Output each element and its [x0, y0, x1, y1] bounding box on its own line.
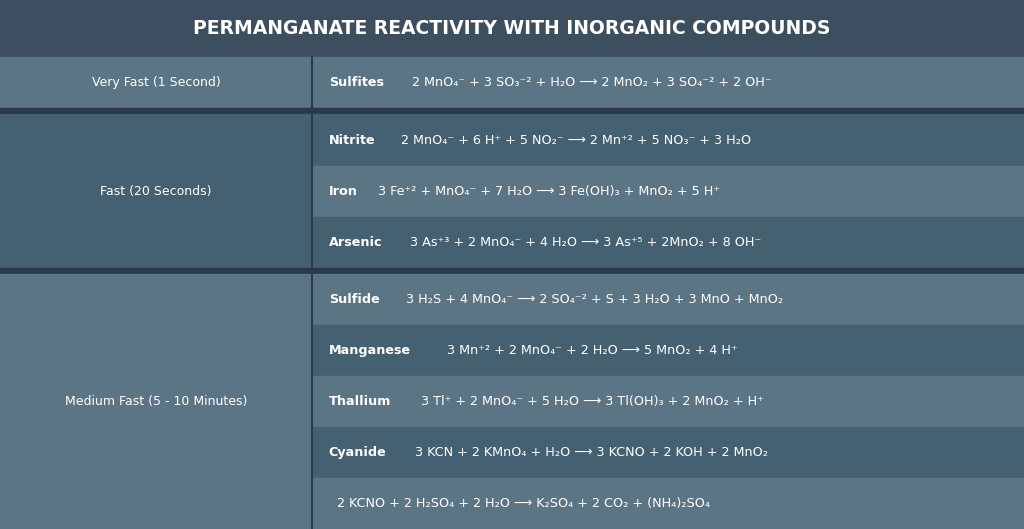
Bar: [312, 216, 1024, 268]
Bar: [0, 114, 312, 268]
Text: 3 Fe⁺² + MnO₄⁻ + 7 H₂O ⟶ 3 Fe(OH)₃ + MnO₂ + 5 H⁺: 3 Fe⁺² + MnO₄⁻ + 7 H₂O ⟶ 3 Fe(OH)₃ + MnO…: [370, 185, 720, 197]
Bar: [312, 114, 1024, 166]
Bar: [312, 478, 1024, 529]
Text: 3 KCN + 2 KMnO₄ + H₂O ⟶ 3 KCNO + 2 KOH + 2 MnO₂: 3 KCN + 2 KMnO₄ + H₂O ⟶ 3 KCNO + 2 KOH +…: [408, 446, 768, 459]
Text: Sulfites: Sulfites: [329, 76, 384, 89]
Bar: [0, 108, 1024, 114]
Bar: [312, 427, 1024, 478]
Text: 3 H₂S + 4 MnO₄⁻ ⟶ 2 SO₄⁻² + S + 3 H₂O + 3 MnO + MnO₂: 3 H₂S + 4 MnO₄⁻ ⟶ 2 SO₄⁻² + S + 3 H₂O + …: [398, 293, 783, 306]
Text: 3 As⁺³ + 2 MnO₄⁻ + 4 H₂O ⟶ 3 As⁺⁵ + 2MnO₂ + 8 OH⁻: 3 As⁺³ + 2 MnO₄⁻ + 4 H₂O ⟶ 3 As⁺⁵ + 2MnO…: [401, 235, 761, 249]
Text: 3 Tl⁺ + 2 MnO₄⁻ + 5 H₂O ⟶ 3 Tl(OH)₃ + 2 MnO₂ + H⁺: 3 Tl⁺ + 2 MnO₄⁻ + 5 H₂O ⟶ 3 Tl(OH)₃ + 2 …: [414, 395, 764, 408]
Text: Arsenic: Arsenic: [329, 235, 382, 249]
Text: Iron: Iron: [329, 185, 357, 197]
Bar: [312, 325, 1024, 376]
Bar: [0, 274, 312, 529]
Text: Nitrite: Nitrite: [329, 133, 376, 147]
Bar: [312, 376, 1024, 427]
Text: Very Fast (1 Second): Very Fast (1 Second): [92, 76, 220, 89]
Bar: [0, 268, 1024, 274]
Bar: [312, 166, 1024, 216]
Text: 2 KCNO + 2 H₂SO₄ + 2 H₂O ⟶ K₂SO₄ + 2 CO₂ + (NH₄)₂SO₄: 2 KCNO + 2 H₂SO₄ + 2 H₂O ⟶ K₂SO₄ + 2 CO₂…: [329, 497, 710, 510]
Text: Manganese: Manganese: [329, 344, 411, 357]
Text: Cyanide: Cyanide: [329, 446, 386, 459]
Bar: [0, 0, 1024, 57]
Text: Sulfide: Sulfide: [329, 293, 380, 306]
Text: Medium Fast (5 - 10 Minutes): Medium Fast (5 - 10 Minutes): [65, 395, 248, 408]
Bar: [312, 274, 1024, 325]
Text: 3 Mn⁺² + 2 MnO₄⁻ + 2 H₂O ⟶ 5 MnO₂ + 4 H⁺: 3 Mn⁺² + 2 MnO₄⁻ + 2 H₂O ⟶ 5 MnO₂ + 4 H⁺: [438, 344, 737, 357]
Text: Thallium: Thallium: [329, 395, 391, 408]
Text: 2 MnO₄⁻ + 3 SO₃⁻² + H₂O ⟶ 2 MnO₂ + 3 SO₄⁻² + 2 OH⁻: 2 MnO₄⁻ + 3 SO₃⁻² + H₂O ⟶ 2 MnO₂ + 3 SO₄…: [403, 76, 771, 89]
Text: 2 MnO₄⁻ + 6 H⁺ + 5 NO₂⁻ ⟶ 2 Mn⁺² + 5 NO₃⁻ + 3 H₂O: 2 MnO₄⁻ + 6 H⁺ + 5 NO₂⁻ ⟶ 2 Mn⁺² + 5 NO₃…: [393, 133, 751, 147]
Bar: [312, 57, 1024, 108]
Bar: [0, 57, 312, 108]
Text: Fast (20 Seconds): Fast (20 Seconds): [100, 185, 212, 197]
Text: PERMANGANATE REACTIVITY WITH INORGANIC COMPOUNDS: PERMANGANATE REACTIVITY WITH INORGANIC C…: [194, 19, 830, 38]
